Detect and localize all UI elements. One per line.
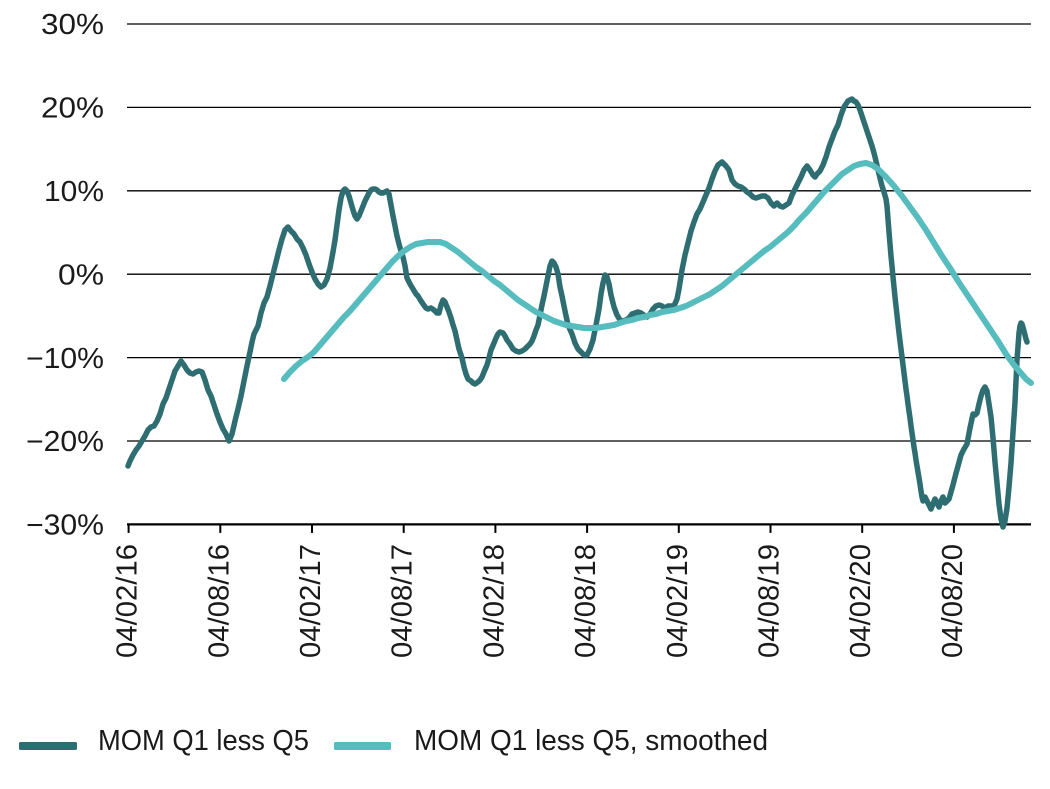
svg-text:04/08/17: 04/08/17	[387, 544, 419, 658]
svg-text:−10%: −10%	[26, 343, 104, 375]
svg-text:04/02/19: 04/02/19	[662, 544, 694, 658]
svg-text:04/02/17: 04/02/17	[295, 544, 327, 658]
svg-text:04/02/20: 04/02/20	[845, 544, 877, 658]
svg-text:04/08/19: 04/08/19	[754, 544, 786, 658]
svg-text:04/08/16: 04/08/16	[203, 544, 235, 658]
svg-text:MOM Q1 less Q5, smoothed: MOM Q1 less Q5, smoothed	[414, 725, 768, 757]
svg-text:−30%: −30%	[26, 510, 104, 542]
svg-text:04/02/18: 04/02/18	[478, 544, 510, 658]
svg-text:30%: 30%	[41, 9, 104, 41]
svg-text:MOM Q1 less Q5: MOM Q1 less Q5	[98, 725, 309, 757]
svg-text:04/08/20: 04/08/20	[937, 544, 969, 658]
svg-text:04/08/18: 04/08/18	[570, 544, 602, 658]
svg-text:−20%: −20%	[26, 426, 104, 458]
svg-text:20%: 20%	[41, 93, 104, 125]
svg-text:0%: 0%	[58, 259, 104, 291]
svg-text:04/02/16: 04/02/16	[112, 544, 144, 658]
svg-text:10%: 10%	[44, 176, 104, 208]
